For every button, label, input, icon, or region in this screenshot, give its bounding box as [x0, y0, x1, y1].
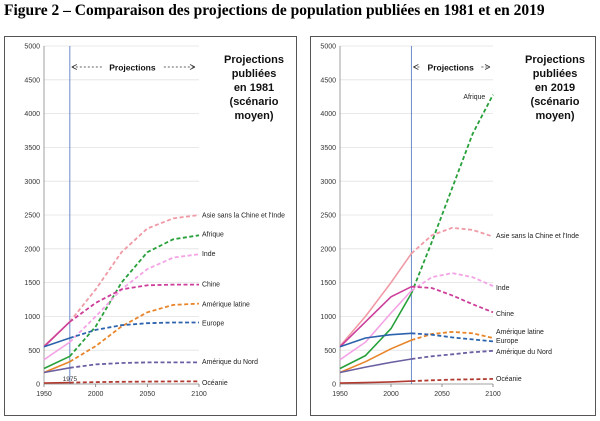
- series-line-historical-amerique-latine: [339, 339, 412, 374]
- series-line-historical-europe: [43, 337, 71, 348]
- series-label-inde: Inde: [496, 285, 510, 292]
- series-label-chine: Chine: [496, 311, 514, 318]
- series-line-projection-amerique-du-nord: [411, 350, 494, 360]
- chart-panel-1981: 0 500 1000 1500 2000 2500 3000 3500 4000 4500 5000…: [4, 36, 297, 416]
- series-line-historical-amerique-latine: [43, 360, 71, 374]
- series-line-projection-inde: [410, 272, 494, 292]
- series-line-historical-chine: [339, 285, 412, 348]
- series-line-projection-chine: [411, 285, 494, 314]
- series-line-projection-inde: [69, 253, 200, 343]
- y-tick-label: 4000: [24, 111, 40, 118]
- projection-label: Projections: [428, 63, 475, 73]
- series-line-historical-oceanie: [43, 381, 70, 384]
- series-line-projection-amerique-latine: [411, 330, 494, 341]
- y-tick-label: 3000: [24, 179, 40, 186]
- y-tick-label: 0: [332, 382, 336, 389]
- y-tick-label: 500: [324, 348, 336, 355]
- projection-arrow-right-head: [189, 64, 196, 70]
- projection-label-bg: [420, 61, 481, 73]
- series-line-historical-afrique: [339, 292, 413, 370]
- side-title-line: moyen): [234, 110, 273, 122]
- y-tick-label: 4500: [320, 77, 336, 84]
- series-line-projection-europe: [411, 332, 494, 343]
- y-tick-label: 5000: [24, 44, 40, 51]
- series-label-amerique-latine: Amérique latine: [202, 302, 250, 309]
- y-tick-label: 3000: [320, 179, 336, 186]
- side-title-line: Projections: [224, 54, 284, 66]
- side-title-line: en 1981: [234, 82, 274, 94]
- series-label-afrique: Afrique: [202, 231, 224, 238]
- series-label-europe: Europe: [202, 321, 224, 328]
- series-line-projection-amerique-du-nord: [69, 361, 199, 369]
- x-tick-label: 2100: [191, 391, 207, 398]
- side-title-line: publiées: [232, 68, 277, 80]
- series-label-amerique-du-nord: Amérique du Nord: [202, 359, 258, 366]
- x-tick-label: 2000: [88, 391, 104, 398]
- series-line-historical-amerique-du-nord: [43, 367, 70, 374]
- chart-panel-2019: 0 500 1000 1500 2000 2500 3000 3500 4000 4500 5000…: [310, 36, 596, 416]
- y-tick-label: 4000: [320, 111, 336, 118]
- side-title-line: (scénario: [230, 96, 279, 108]
- projection-label-bg: [102, 61, 163, 73]
- projection-start-label: 1975: [63, 376, 78, 383]
- series-label-oceanie: Océanie: [496, 376, 522, 383]
- y-tick-label: 1000: [320, 314, 336, 321]
- projection-arrow-right-head: [484, 64, 491, 70]
- y-tick-label: 1000: [24, 314, 40, 321]
- series-line-historical-europe: [339, 332, 412, 348]
- series-label-oceanie: Océanie: [202, 380, 228, 387]
- y-tick-label: 1500: [24, 280, 40, 287]
- y-tick-label: 0: [36, 382, 40, 389]
- panel-frame: [4, 36, 297, 416]
- y-tick-label: 3500: [24, 145, 40, 152]
- series-line-projection-oceanie: [411, 378, 494, 382]
- y-tick-label: 4500: [24, 77, 40, 84]
- side-title-line: (scénario: [531, 96, 580, 108]
- side-title-line: en 2019: [535, 82, 575, 94]
- panel-frame: [310, 36, 596, 416]
- figure-title: Figure 2 – Comparaison des projections d…: [4, 2, 545, 19]
- y-tick-label: 5000: [320, 44, 336, 51]
- series-label-amerique-latine: Amérique latine: [496, 329, 544, 336]
- side-title-line: moyen): [535, 110, 574, 122]
- side-title-line: Projections: [525, 54, 585, 66]
- x-tick-label: 2100: [485, 391, 501, 398]
- series-label-inde: Inde: [202, 251, 216, 258]
- series-line-projection-chine: [69, 283, 199, 323]
- x-tick-label: 1950: [332, 391, 348, 398]
- series-label-chine: Chine: [202, 281, 220, 288]
- y-tick-label: 2500: [24, 213, 40, 220]
- y-tick-label: 2000: [320, 246, 336, 253]
- series-line-projection-afrique: [410, 94, 494, 294]
- series-label-asie-sans-la-chine-et-l-inde: Asie sans la Chine et l'Inde: [202, 213, 285, 220]
- series-line-historical-chine: [43, 321, 71, 348]
- projection-arrow-left-head: [413, 64, 419, 70]
- y-tick-label: 500: [28, 348, 40, 355]
- y-tick-label: 3500: [320, 145, 336, 152]
- series-line-historical-amerique-du-nord: [339, 358, 412, 374]
- x-tick-label: 2050: [140, 391, 156, 398]
- series-label-europe: Europe: [496, 338, 518, 345]
- series-line-projection-europe: [69, 321, 199, 339]
- series-label-asie-sans-la-chine-et-l-inde: Asie sans la Chine et l'Inde: [496, 233, 579, 240]
- series-line-projection-asie-sans-la-chine-et-l-inde: [69, 214, 200, 323]
- series-line-historical-asie-sans-la-chine-et-l-inde: [339, 253, 413, 347]
- series-label-afrique: Afrique: [463, 94, 485, 101]
- series-line-historical-oceanie: [339, 380, 412, 384]
- x-tick-label: 2050: [434, 391, 450, 398]
- projection-label: Projections: [109, 63, 156, 73]
- y-tick-label: 2000: [24, 246, 40, 253]
- series-line-projection-oceanie: [69, 380, 199, 384]
- series-label-amerique-du-nord: Amérique du Nord: [496, 349, 552, 356]
- series-line-projection-asie-sans-la-chine-et-l-inde: [410, 226, 494, 255]
- side-title-line: publiées: [533, 68, 578, 80]
- y-tick-label: 1500: [320, 280, 336, 287]
- x-tick-label: 2000: [383, 391, 399, 398]
- series-line-historical-inde: [339, 290, 412, 361]
- y-tick-label: 2500: [320, 213, 336, 220]
- series-line-historical-inde: [43, 341, 71, 361]
- x-tick-label: 1950: [36, 391, 52, 398]
- series-line-historical-afrique: [43, 355, 71, 370]
- projection-arrow-left-head: [71, 64, 78, 70]
